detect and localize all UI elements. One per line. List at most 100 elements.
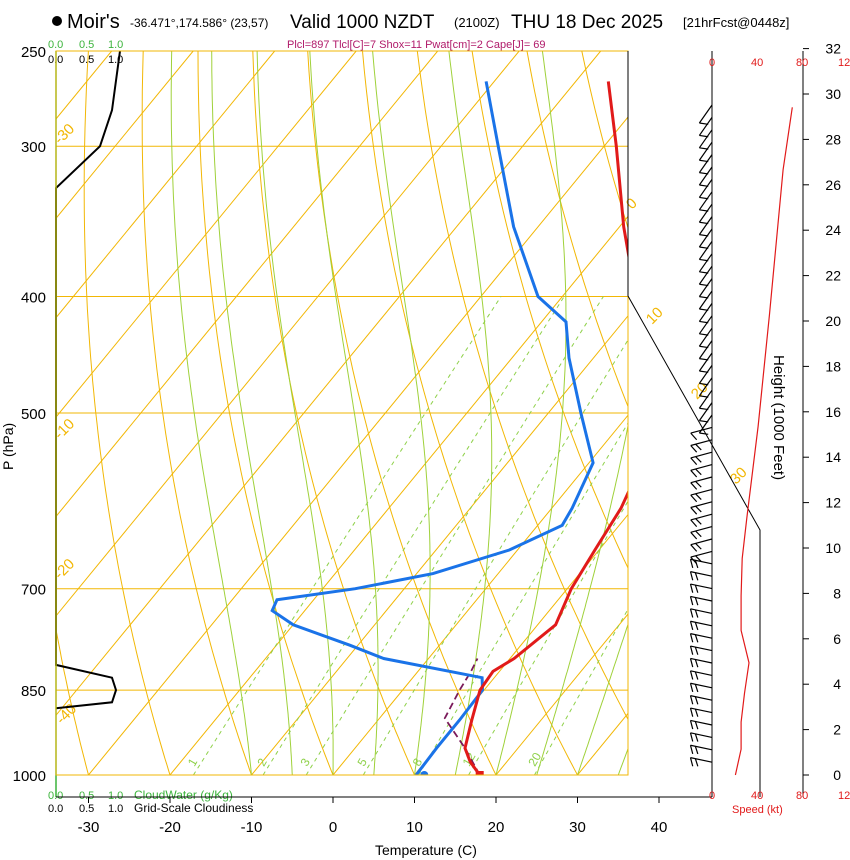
- wind-barb: [689, 657, 713, 668]
- wind-barb-staff: [698, 129, 713, 149]
- height-tick-label: 20: [825, 313, 841, 329]
- wind-barb-flag: [689, 745, 694, 755]
- isotherm-line: [56, 51, 276, 319]
- plot-frame: [55, 50, 629, 776]
- wind-barb: [689, 695, 713, 705]
- isotherm-label: -30: [51, 120, 78, 147]
- wind-barb-staff: [690, 595, 713, 602]
- wind-barb: [698, 104, 713, 125]
- dry-adiabat-line: [56, 626, 90, 775]
- utc-time: (2100Z): [454, 15, 500, 30]
- height-tick-label: 32: [825, 41, 841, 57]
- wind-barb: [690, 451, 713, 465]
- moist-adiabat-line: [211, 51, 293, 775]
- wind-barb-flag: [689, 707, 694, 717]
- mixing-ratio-line: [262, 296, 565, 775]
- date-label: THU 18 Dec 2025: [511, 12, 663, 33]
- dry-adiabat-line: [307, 51, 497, 775]
- wind-barb: [689, 719, 713, 730]
- wind-barb-staff: [698, 365, 713, 384]
- height-tick-label: 28: [825, 131, 841, 147]
- background-grid: [56, 51, 628, 775]
- wind-barb-flag: [690, 445, 698, 453]
- moist-adiabat-line: [170, 51, 252, 775]
- moist-adiabat-line: [448, 51, 493, 775]
- wind-barb: [689, 620, 713, 631]
- pressure-tick-label: 300: [21, 139, 46, 156]
- wind-barb-flag: [694, 684, 699, 693]
- wind-barb-flag: [694, 622, 699, 631]
- height-tick-label: 16: [825, 404, 841, 420]
- height-tick-label: 18: [825, 358, 841, 374]
- wind-barb-staff: [690, 550, 713, 558]
- wind-barb-staff: [698, 315, 713, 335]
- wind-barb-flag: [694, 659, 699, 668]
- pressure-tick-label: 700: [21, 582, 46, 599]
- isotherm-label: 30: [727, 464, 751, 488]
- wind-barb-flag: [690, 494, 698, 503]
- wind-barb-staff: [690, 571, 713, 577]
- height-tick-label: 2: [833, 722, 841, 738]
- wind-barb-flag: [694, 584, 699, 593]
- wind-barb-staff: [698, 241, 713, 260]
- wind-barb-staff: [698, 389, 713, 409]
- wind-barb-staff: [690, 645, 713, 652]
- wind-barb-flag: [690, 432, 698, 441]
- wind-barb-staff: [690, 719, 713, 726]
- isotherm-line: [56, 51, 357, 418]
- valid-time: Valid 1000 NZDT: [290, 12, 435, 33]
- gs-tick-bottom-1: 0.5: [79, 803, 94, 815]
- wind-barb-staff: [698, 216, 713, 235]
- moist-adiabat-line: [495, 51, 567, 775]
- wind-barb-staff: [698, 203, 713, 223]
- wind-barb-staff: [690, 707, 713, 714]
- wind-barb: [690, 488, 713, 503]
- pressure-tick-label: 1000: [13, 768, 46, 785]
- wind-barb: [689, 682, 713, 693]
- wind-barb-staff: [690, 439, 713, 447]
- x-tick-label: -10: [241, 819, 263, 836]
- wind-barb-flag: [694, 634, 699, 643]
- wind-barb-staff: [698, 352, 713, 372]
- height-tick-label: 24: [825, 222, 841, 238]
- wind-barb-staff: [690, 488, 713, 496]
- wind-barb-flag: [694, 758, 699, 767]
- moist-adiabat-line: [309, 51, 379, 775]
- dry-adiabat-line: [141, 51, 253, 775]
- wind-barb-flag: [689, 732, 694, 742]
- brand-dot-icon: [52, 16, 62, 26]
- dry-adiabat-line: [526, 51, 628, 408]
- wind-barb-flag: [689, 720, 694, 730]
- wind-barb-flag: [689, 608, 694, 618]
- isotherm-line: [56, 51, 520, 617]
- moist-adiabat-line: [577, 622, 628, 775]
- surface-temperature-marker: [475, 771, 484, 775]
- x-axis-title: Temperature (C): [375, 842, 477, 858]
- wind-barb: [689, 558, 713, 569]
- height-tick-label: 12: [825, 495, 841, 511]
- wind-barb-staff: [690, 620, 713, 627]
- wind-speed-line: [734, 107, 793, 776]
- height-tick-label: 10: [825, 540, 841, 556]
- isotherm-label: 0: [623, 195, 641, 213]
- wind-barb: [690, 526, 713, 540]
- wind-barb-flag: [694, 721, 699, 730]
- x-tick-label: 0: [329, 819, 337, 836]
- wind-barb-staff: [690, 464, 713, 471]
- pressure-tick-label: 850: [21, 683, 46, 700]
- isotherm-label: -20: [51, 555, 78, 582]
- wind-barb-staff: [698, 253, 713, 273]
- wind-barb-staff: [698, 290, 713, 310]
- wind-barb-staff: [698, 340, 713, 359]
- wind-barb-staff: [690, 501, 713, 509]
- x-tick-label: 40: [651, 819, 668, 836]
- wind-barb: [690, 513, 713, 527]
- wind-barb-flag: [695, 468, 702, 476]
- wind-barb-flag: [689, 670, 694, 680]
- dewpoint-line: [270, 81, 595, 775]
- wind-barb: [689, 633, 713, 643]
- wind-barb-flag: [689, 645, 694, 655]
- height-tick-label: 6: [833, 631, 841, 647]
- wind-barb: [689, 645, 713, 655]
